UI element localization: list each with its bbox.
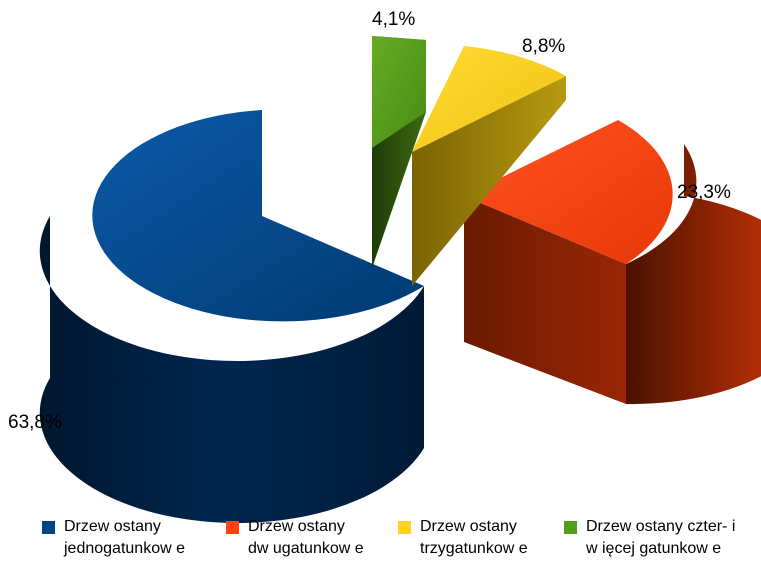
legend-swatch-jednogatunkowe: [42, 521, 55, 534]
pie-slice-dwugatunkowe-side: [626, 144, 761, 405]
legend-label-line1: Drzew ostany: [248, 518, 345, 535]
legend-swatch-dwugatunkowe: [226, 521, 239, 534]
pie-slice-jednogatunkowe-top: [92, 110, 425, 322]
pie-slice-trzygatunkowe-side: [412, 76, 566, 286]
value-label-jednogatunkowe: 63,8%: [8, 412, 62, 433]
value-label-cztery-i-wiecej: 4,1%: [372, 9, 415, 30]
pie-slice-dwugatunkowe-top: [464, 120, 673, 264]
pie-slice-jednogatunkowe-side: [39, 216, 424, 523]
legend-label-line1: Drzew ostany czter- i: [586, 518, 736, 535]
legend-label-line2: dw ugatunkow e: [248, 540, 364, 557]
pie-slice-trzygatunkowe: [412, 46, 566, 286]
legend-label-line1: Drzew ostany: [420, 518, 517, 535]
legend-label-line2: w ięcej gatunkow e: [586, 540, 722, 557]
legend-label-line1: Drzew ostany: [64, 518, 161, 535]
pie-slice-trzygatunkowe-top: [412, 46, 566, 152]
pie-slice-dwugatunkowe: [464, 120, 761, 405]
chart-legend: Drzew ostany jednogatunkow e Drzew ostan…: [0, 516, 761, 566]
legend-swatch-trzygatunkowe: [398, 521, 411, 534]
pie-slice-cztery-i-wiecej: [372, 36, 426, 268]
pie-slice-dwugatunkowe-cut: [464, 196, 626, 404]
legend-swatch-cztery-i-wiecej: [564, 521, 577, 534]
legend-label-line2: jednogatunkow e: [64, 540, 185, 557]
legend-label-line2: trzygatunkow e: [420, 540, 528, 557]
pie-slice-jednogatunkowe: [39, 110, 425, 523]
pie-slice-cztery-i-wiecej-top: [372, 36, 426, 148]
value-label-trzygatunkowe: 8,8%: [522, 36, 565, 57]
value-label-dwugatunkowe: 23,3%: [677, 182, 731, 203]
